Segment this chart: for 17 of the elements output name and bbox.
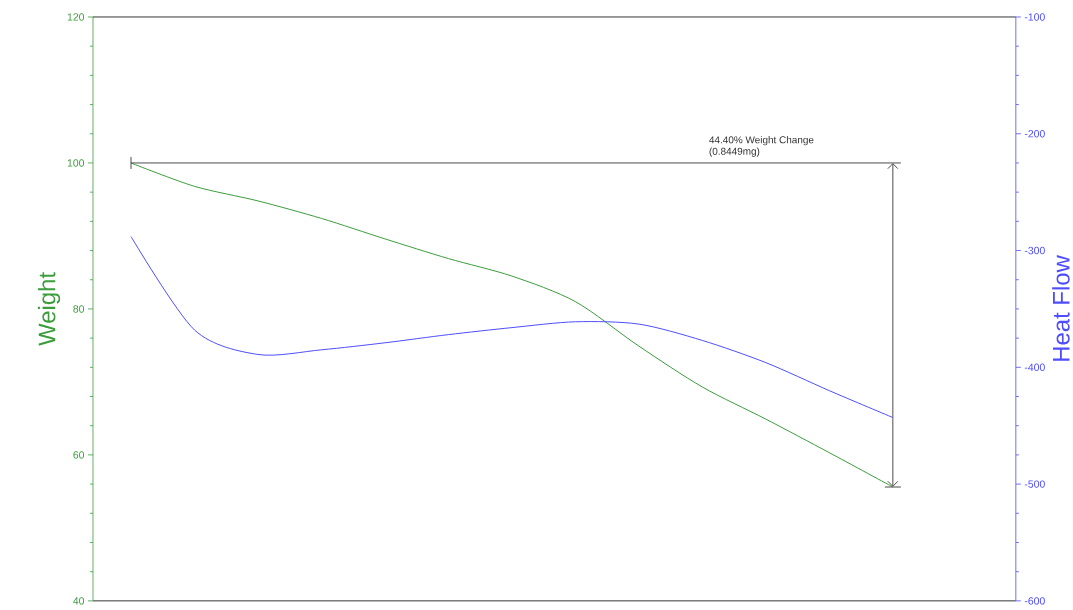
line-series [130, 162, 894, 488]
line-series [130, 236, 894, 419]
y2-tick-label: -500 [1024, 480, 1045, 488]
y2-axis-title: Heat Flow [1052, 255, 1070, 361]
y2-tick-label: -100 [1024, 13, 1045, 21]
y2-tick-label: -400 [1024, 363, 1045, 372]
y-axis-title: Weight [37, 272, 61, 346]
y2-tick-label: -600 [1024, 597, 1045, 605]
y-tick-label: 80 [73, 305, 85, 313]
y-tick-label: 60 [73, 451, 85, 459]
annotation: (0.8449mg) [709, 147, 760, 157]
annotation: 44.40% Weight Change [709, 136, 814, 146]
y2-tick-label: -200 [1024, 130, 1045, 138]
y2-tick-label: -300 [1024, 246, 1045, 255]
y-tick-label: 100 [67, 159, 85, 167]
y-tick-label: 40 [73, 597, 85, 605]
y-tick-label: 120 [67, 13, 85, 21]
